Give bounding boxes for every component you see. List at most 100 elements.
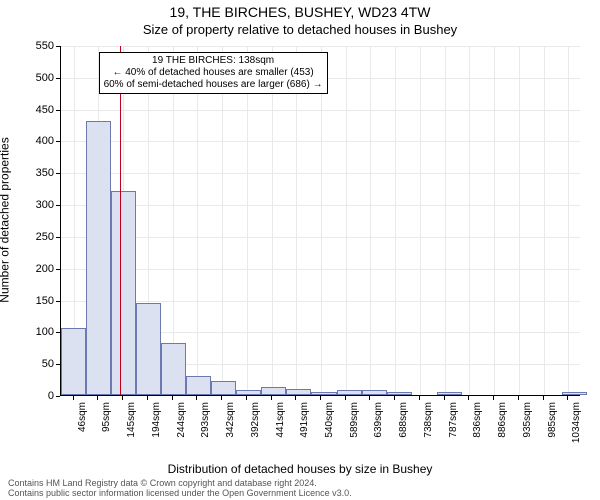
xtick-label: 491sqm <box>299 402 310 438</box>
xtick-mark <box>320 396 321 400</box>
ytick-mark <box>56 332 60 333</box>
gridline-v <box>519 46 520 395</box>
histogram-bar <box>362 390 387 395</box>
xtick-label: 589sqm <box>349 402 360 438</box>
xtick-label: 886sqm <box>497 402 508 438</box>
footnote: Contains HM Land Registry data © Crown c… <box>8 478 352 498</box>
histogram-bar <box>236 390 261 395</box>
ytick-label: 400 <box>24 135 54 147</box>
xtick-mark <box>196 396 197 400</box>
plot-area: 19 THE BIRCHES: 138sqm← 40% of detached … <box>60 46 580 396</box>
gridline-v <box>469 46 470 395</box>
xtick-mark <box>122 396 123 400</box>
x-axis-label: Distribution of detached houses by size … <box>0 462 600 476</box>
histogram-bar <box>387 392 412 395</box>
annot-line3: 60% of semi-detached houses are larger (… <box>104 79 323 91</box>
annotation-box: 19 THE BIRCHES: 138sqm← 40% of detached … <box>99 52 328 94</box>
annot-line1: 19 THE BIRCHES: 138sqm <box>104 55 323 67</box>
xtick-mark <box>394 396 395 400</box>
gridline-v <box>420 46 421 395</box>
ytick-label: 250 <box>24 231 54 243</box>
histogram-bar <box>261 387 286 395</box>
xtick-label: 540sqm <box>324 402 335 438</box>
gridline-v <box>445 46 446 395</box>
xtick-label: 342sqm <box>225 402 236 438</box>
ytick-label: 50 <box>24 358 54 370</box>
xtick-label: 688sqm <box>398 402 409 438</box>
ytick-mark <box>56 173 60 174</box>
footnote-line1: Contains HM Land Registry data © Crown c… <box>8 478 352 488</box>
xtick-mark <box>419 396 420 400</box>
xtick-label: 392sqm <box>250 402 261 438</box>
ytick-label: 200 <box>24 263 54 275</box>
xtick-mark <box>518 396 519 400</box>
histogram-bar <box>311 392 336 395</box>
histogram-bar <box>111 191 136 395</box>
xtick-label: 985sqm <box>547 402 558 438</box>
histogram-bar <box>437 392 462 395</box>
annot-line2: ← 40% of detached houses are smaller (45… <box>104 67 323 79</box>
gridline-v <box>197 46 198 395</box>
ytick-mark <box>56 396 60 397</box>
histogram-bar <box>337 390 362 395</box>
xtick-mark <box>246 396 247 400</box>
ytick-mark <box>56 301 60 302</box>
xtick-label: 1034sqm <box>571 402 582 443</box>
xtick-label: 95sqm <box>101 402 112 432</box>
ytick-mark <box>56 46 60 47</box>
xtick-label: 836sqm <box>472 402 483 438</box>
xtick-label: 244sqm <box>176 402 187 438</box>
xtick-mark <box>369 396 370 400</box>
chart-subtitle: Size of property relative to detached ho… <box>0 22 600 37</box>
ytick-label: 500 <box>24 72 54 84</box>
xtick-label: 935sqm <box>522 402 533 438</box>
ytick-label: 300 <box>24 199 54 211</box>
gridline-v <box>395 46 396 395</box>
y-axis-label: Number of detached properties <box>0 0 20 440</box>
gridline-v <box>544 46 545 395</box>
ytick-mark <box>56 78 60 79</box>
xtick-label: 639sqm <box>373 402 384 438</box>
gridline-v <box>346 46 347 395</box>
xtick-label: 738sqm <box>423 402 434 438</box>
ytick-label: 350 <box>24 167 54 179</box>
xtick-mark <box>345 396 346 400</box>
ytick-mark <box>56 237 60 238</box>
histogram-bar <box>186 376 211 395</box>
ytick-label: 450 <box>24 104 54 116</box>
gridline-v <box>370 46 371 395</box>
ytick-mark <box>56 269 60 270</box>
xtick-mark <box>444 396 445 400</box>
gridline-v <box>568 46 569 395</box>
ytick-mark <box>56 364 60 365</box>
xtick-mark <box>567 396 568 400</box>
histogram-bar <box>562 392 587 395</box>
gridline-v <box>296 46 297 395</box>
xtick-label: 145sqm <box>126 402 137 438</box>
xtick-mark <box>147 396 148 400</box>
footnote-line2: Contains public sector information licen… <box>8 488 352 498</box>
histogram-bar <box>136 303 161 395</box>
histogram-bar <box>161 343 186 395</box>
gridline-v <box>494 46 495 395</box>
gridline-v <box>272 46 273 395</box>
gridline-v <box>247 46 248 395</box>
xtick-label: 293sqm <box>200 402 211 438</box>
histogram-bar <box>61 328 86 395</box>
ytick-label: 550 <box>24 40 54 52</box>
xtick-mark <box>493 396 494 400</box>
xtick-mark <box>271 396 272 400</box>
ytick-mark <box>56 205 60 206</box>
ytick-label: 150 <box>24 295 54 307</box>
ytick-label: 100 <box>24 326 54 338</box>
xtick-mark <box>172 396 173 400</box>
ytick-label: 0 <box>24 390 54 402</box>
xtick-label: 194sqm <box>151 402 162 438</box>
xtick-mark <box>73 396 74 400</box>
xtick-label: 787sqm <box>448 402 459 438</box>
xtick-mark <box>543 396 544 400</box>
xtick-mark <box>221 396 222 400</box>
ytick-mark <box>56 141 60 142</box>
xtick-mark <box>295 396 296 400</box>
gridline-v <box>321 46 322 395</box>
